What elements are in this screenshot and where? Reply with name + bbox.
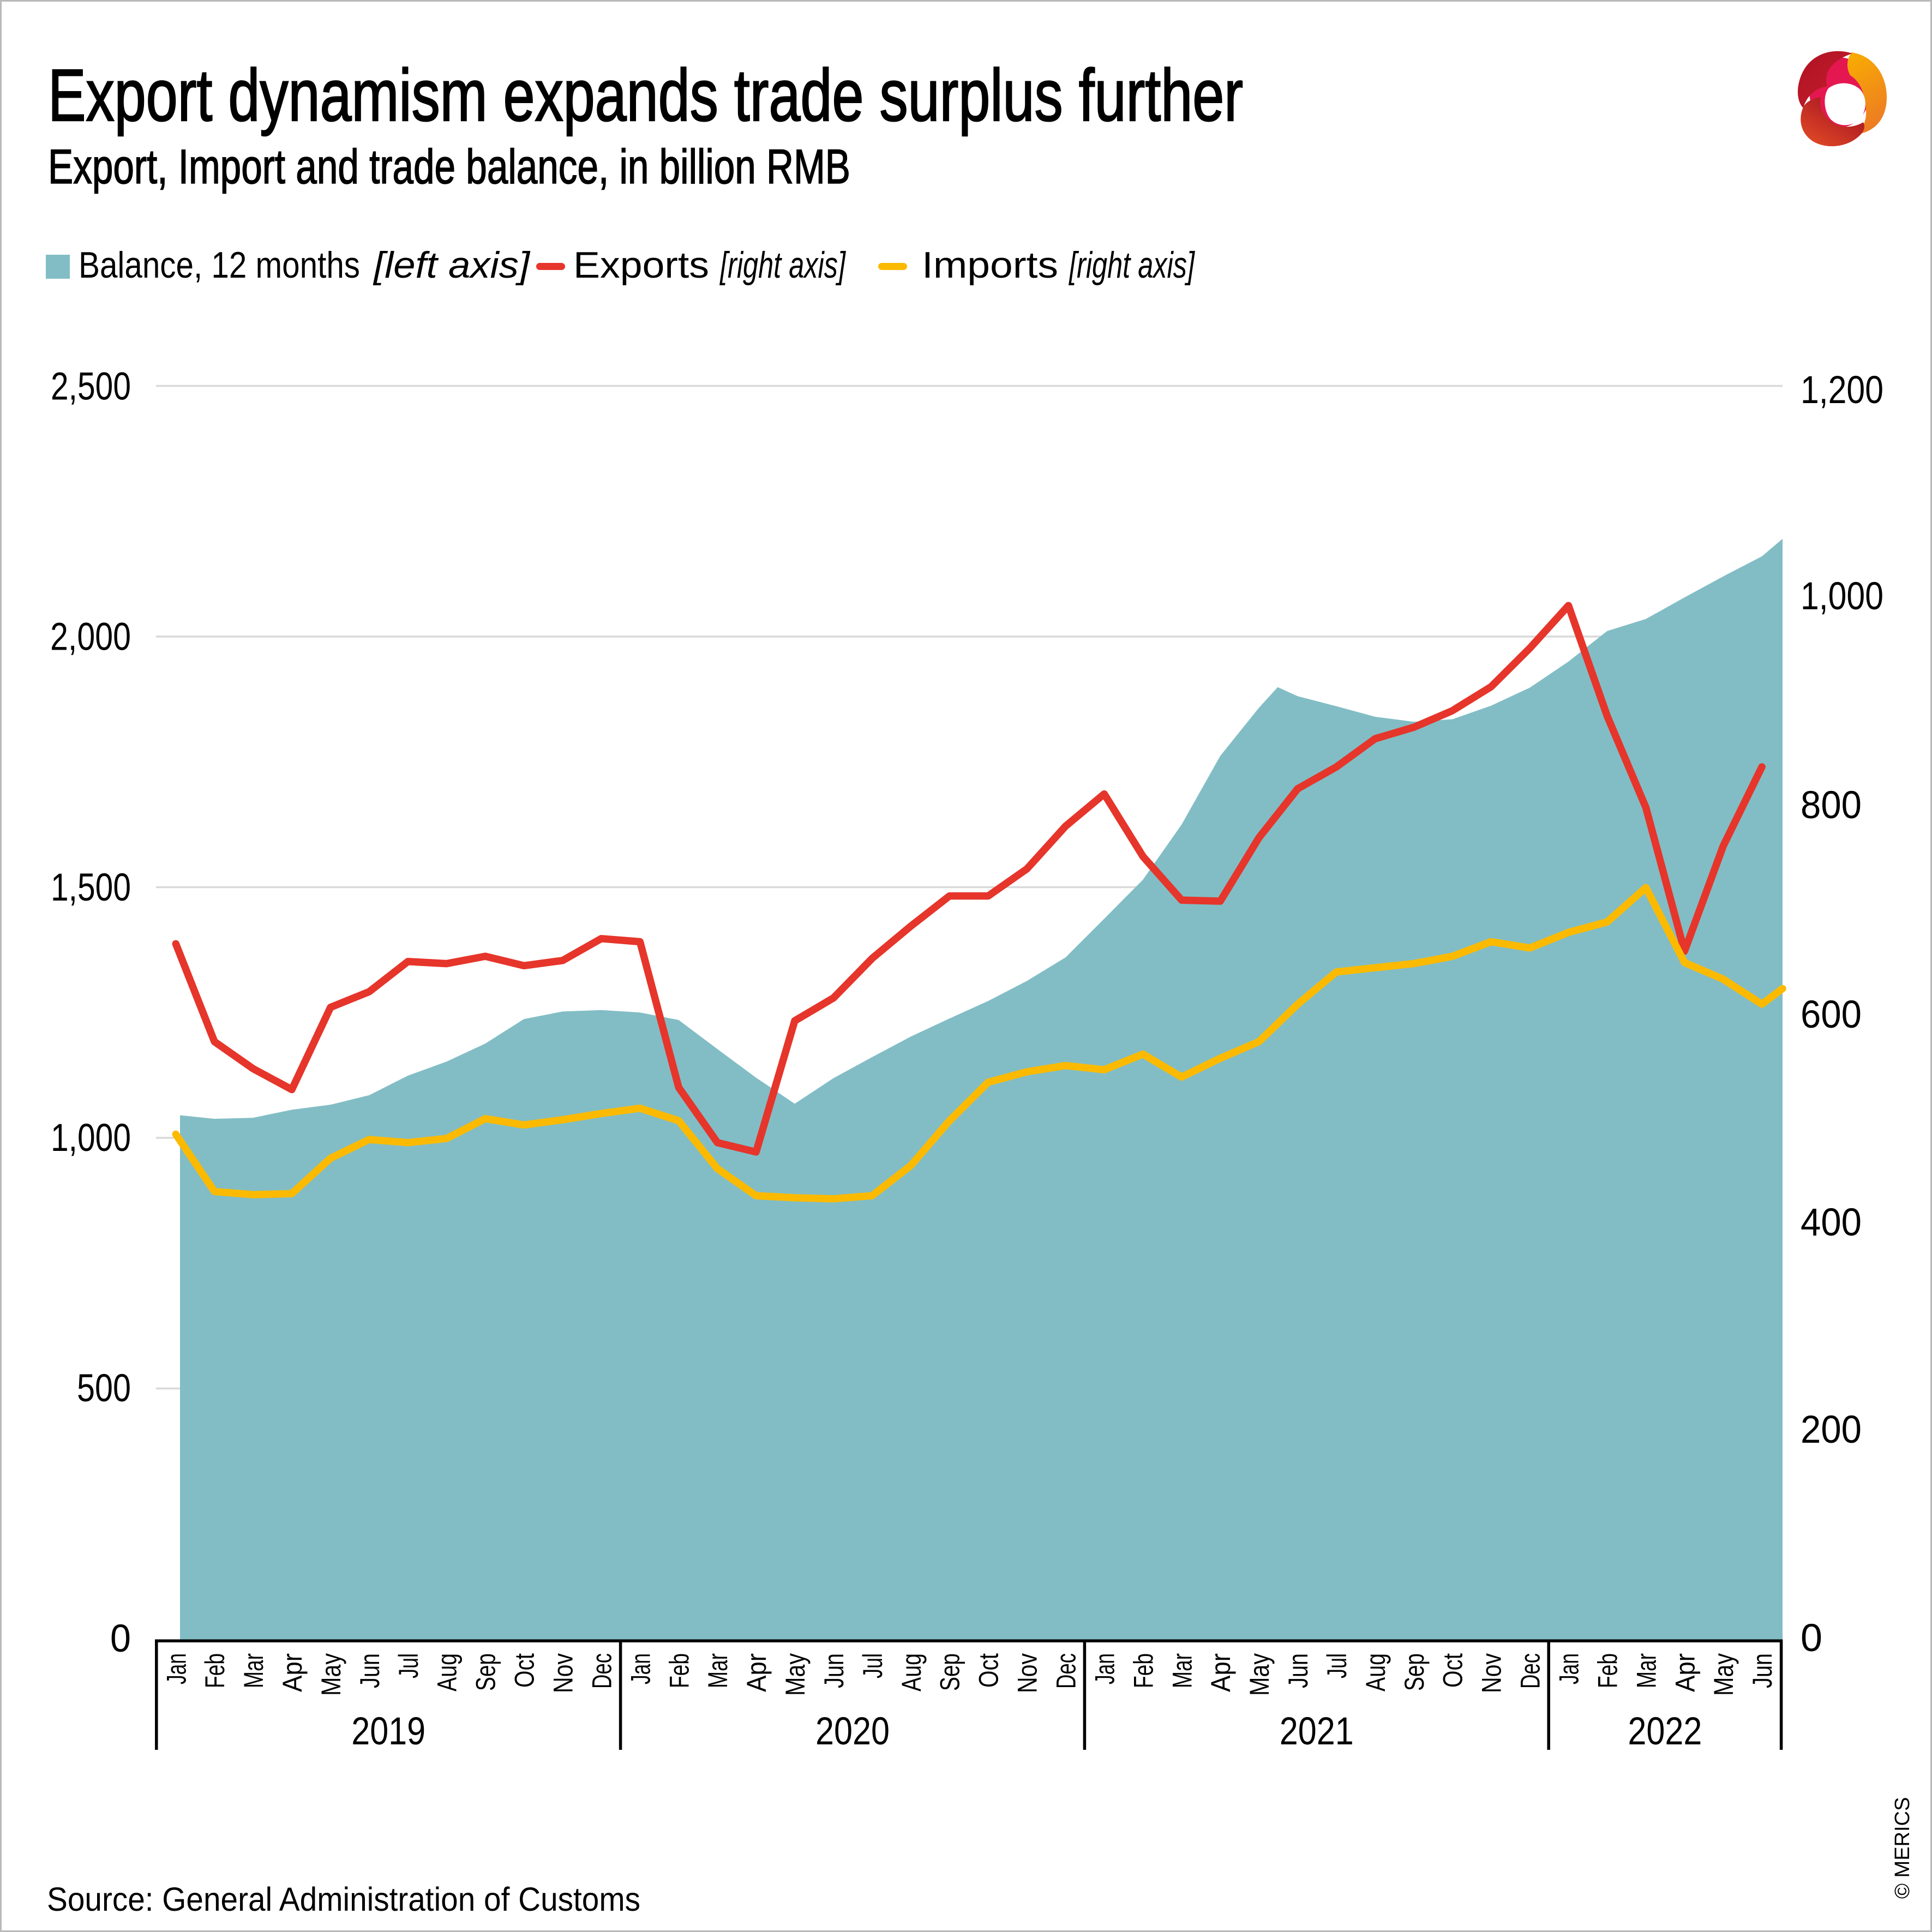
svg-text:Exports: Exports [573,244,709,286]
svg-text:1,200: 1,200 [1801,369,1883,412]
svg-text:Dec: Dec [1515,1653,1546,1689]
svg-text:Mar: Mar [1631,1653,1661,1688]
svg-text:Apr: Apr [1205,1653,1236,1692]
svg-text:Export dynamism expands trade: Export dynamism expands trade surplus fu… [48,54,1243,136]
svg-text:1,000: 1,000 [51,1117,131,1160]
svg-text:500: 500 [77,1367,131,1410]
svg-text:2019: 2019 [351,1710,425,1753]
svg-text:800: 800 [1801,784,1862,827]
svg-text:Feb: Feb [664,1653,694,1688]
svg-text:Jun: Jun [1747,1653,1778,1688]
svg-text:Mar: Mar [1167,1653,1197,1688]
svg-text:[right axis]: [right axis] [719,244,847,286]
svg-text:Jul: Jul [393,1653,424,1678]
svg-text:Oct: Oct [1438,1653,1468,1688]
svg-text:Jan: Jan [625,1653,656,1684]
svg-text:Nov: Nov [1477,1653,1507,1693]
svg-text:Jun: Jun [1283,1653,1313,1688]
svg-text:[right axis]: [right axis] [1069,244,1196,286]
svg-text:Balance, 12 months: Balance, 12 months [79,244,360,286]
svg-text:Jun: Jun [355,1653,385,1688]
svg-text:2021: 2021 [1280,1710,1354,1753]
svg-text:Jun: Jun [819,1653,849,1688]
svg-text:Imports: Imports [922,244,1058,286]
svg-text:1,000: 1,000 [1801,575,1883,618]
svg-text:Jul: Jul [857,1653,888,1678]
svg-text:Source: General Administration: Source: General Administration of Custom… [47,1881,640,1918]
svg-text:May: May [780,1653,811,1696]
svg-text:Export, Import and trade balan: Export, Import and trade balance, in bil… [48,139,850,194]
svg-text:2022: 2022 [1628,1710,1702,1753]
svg-text:Aug: Aug [896,1653,927,1691]
svg-text:Aug: Aug [1360,1653,1391,1691]
svg-text:Sep: Sep [471,1653,501,1691]
svg-text:0: 0 [110,1617,131,1660]
svg-text:Feb: Feb [200,1653,230,1688]
svg-text:[left axis]: [left axis] [373,244,531,286]
svg-text:Sep: Sep [935,1653,965,1691]
svg-text:1,500: 1,500 [51,866,131,909]
svg-text:Apr: Apr [1670,1653,1700,1692]
svg-text:200: 200 [1801,1408,1862,1451]
svg-text:Jan: Jan [1089,1653,1120,1684]
svg-text:Feb: Feb [1592,1653,1623,1688]
svg-text:May: May [1708,1653,1739,1696]
svg-text:Dec: Dec [586,1653,617,1689]
svg-text:600: 600 [1801,993,1862,1036]
svg-text:0: 0 [1801,1617,1822,1660]
svg-text:Jan: Jan [1554,1653,1585,1684]
svg-text:Jul: Jul [1322,1653,1352,1678]
svg-text:© MERICS: © MERICS [1891,1797,1914,1899]
svg-text:Feb: Feb [1128,1653,1159,1688]
svg-text:Jan: Jan [161,1653,191,1684]
svg-text:Nov: Nov [1012,1653,1043,1693]
svg-text:2,000: 2,000 [50,616,131,659]
svg-text:Aug: Aug [432,1653,463,1691]
svg-text:Mar: Mar [238,1653,269,1688]
svg-text:Dec: Dec [1051,1653,1082,1689]
svg-text:Apr: Apr [277,1653,308,1692]
svg-text:Mar: Mar [703,1653,733,1688]
svg-text:Oct: Oct [974,1653,1004,1688]
svg-text:Apr: Apr [741,1653,772,1692]
svg-text:2,500: 2,500 [51,365,131,408]
svg-text:May: May [1244,1653,1275,1696]
svg-text:Sep: Sep [1399,1653,1430,1691]
svg-text:May: May [316,1653,346,1696]
svg-text:Oct: Oct [509,1653,540,1688]
svg-text:400: 400 [1801,1201,1862,1244]
svg-text:2020: 2020 [815,1710,890,1753]
svg-text:Nov: Nov [548,1653,579,1693]
